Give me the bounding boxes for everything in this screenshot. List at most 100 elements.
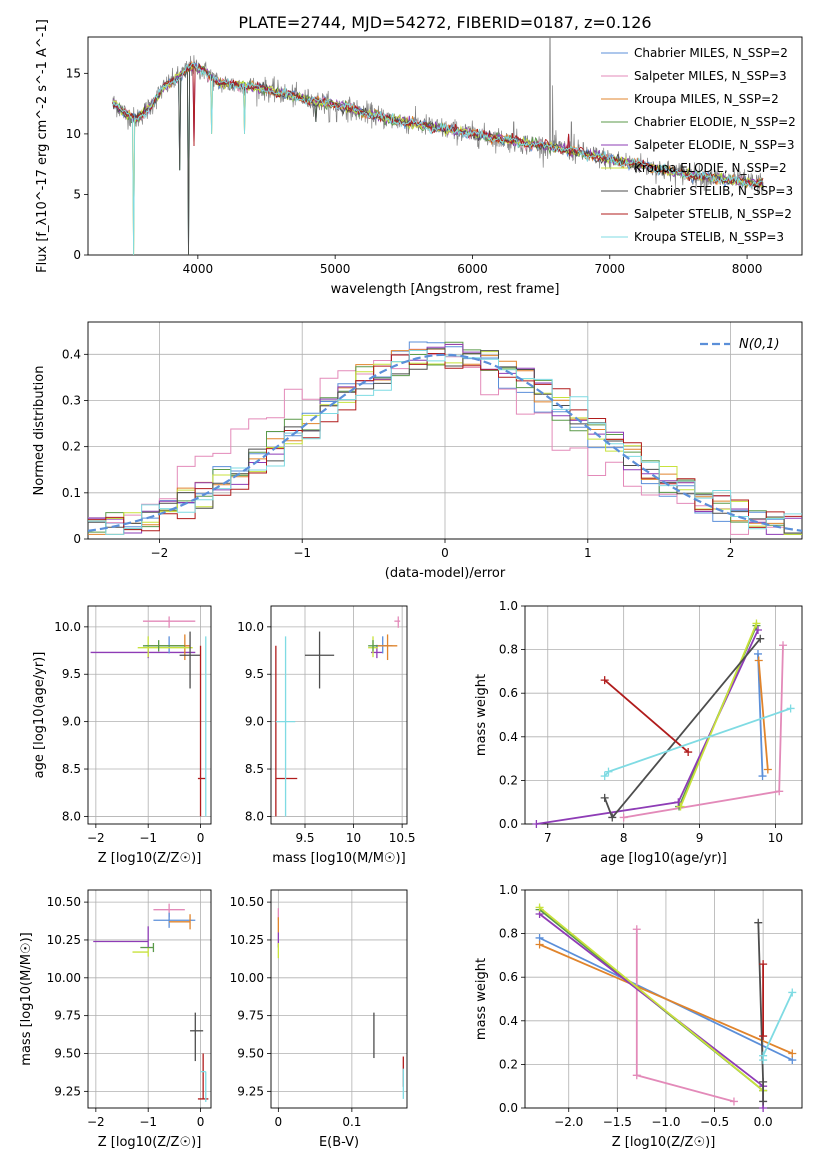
y-tick-label: 15	[66, 66, 81, 80]
y-axis-label: Normed distribution	[32, 366, 47, 496]
y-axis-label: age [log10(age/yr)]	[32, 652, 47, 779]
mass-Z-axes: −2 −1 0 9.25 9.50 9.75 10.00 10.25 10.50 Z [log10…	[19, 889, 212, 1150]
errorbar-salpeter-miles	[142, 616, 196, 628]
x-tick-label: 0	[441, 546, 449, 560]
figure-title: PLATE=2744, MJD=54272, FIBERID=0187, z=0…	[238, 13, 651, 32]
x-axis-label: E(B-V)	[319, 1135, 359, 1150]
x-tick-label: −1.5	[603, 1115, 632, 1129]
y-tick-label: 0.1	[62, 486, 81, 500]
x-tick-label: −2.0	[554, 1115, 583, 1129]
weight-point	[608, 813, 617, 822]
spectrum-legend: Chabrier MILES, N_SSP=2 Salpeter MILES, N…	[601, 46, 796, 244]
y-tick-label: 1.0	[499, 883, 518, 897]
legend-label: Chabrier STELIB, N_SSP=3	[634, 184, 793, 198]
spectrum-frame	[87, 36, 803, 256]
mass-ebv-frame	[270, 889, 408, 1109]
errorbar-chabrier-elodie	[142, 640, 185, 652]
normal-curve	[88, 353, 802, 532]
y-tick-label: 1.0	[499, 599, 518, 613]
x-tick-label: 1	[584, 546, 592, 560]
y-tick-label: 10.0	[54, 620, 81, 634]
hist-kroupa-stelib	[88, 350, 802, 535]
weight-point	[752, 619, 761, 628]
y-tick-label: 9.5	[245, 667, 264, 681]
legend-label: Kroupa STELIB, N_SSP=3	[634, 230, 784, 244]
y-tick-label: 0.4	[499, 1014, 518, 1028]
y-tick-label: 9.0	[62, 715, 81, 729]
model-line-chabrier-stelib	[112, 63, 764, 255]
weight-line-chabrier-stelib	[603, 638, 761, 820]
y-tick-label: 10.00	[230, 971, 264, 985]
weight-line-salpeter-stelib	[604, 679, 689, 753]
weight-line-kroupa-elodie	[539, 906, 764, 1092]
errorbar-kroupa-miles	[169, 914, 191, 930]
y-axis-label: Flux [f_λ10^-17 erg cm^-2 s^-1 A^-1]	[35, 19, 50, 273]
weight-point	[788, 988, 797, 997]
weight-point	[754, 918, 763, 927]
y-tick-label: 0.6	[499, 970, 518, 984]
errorbar-chabrier-stelib	[190, 1012, 204, 1062]
y-tick-label: 10.00	[47, 971, 81, 985]
weight-point	[619, 813, 628, 822]
errorbar-kroupa-elodie	[132, 947, 149, 957]
weight-point	[600, 676, 609, 685]
x-tick-label: 0	[197, 1115, 205, 1129]
y-tick-label: 0.4	[499, 730, 518, 744]
x-tick-label: 8	[620, 831, 628, 845]
legend-label: Salpeter ELODIE, N_SSP=3	[634, 138, 795, 152]
weight-point	[759, 1051, 768, 1060]
y-tick-label: 9.0	[245, 715, 264, 729]
x-tick-label: −2	[151, 546, 169, 560]
y-tick-label: 8.5	[245, 762, 264, 776]
x-tick-label: 10	[346, 831, 361, 845]
errorbar-salpeter-elodie	[93, 926, 149, 948]
x-tick-label: −1	[139, 831, 157, 845]
weight-point	[759, 1032, 768, 1041]
weight-line-kroupa-miles	[757, 660, 769, 770]
x-tick-label: 0	[197, 831, 205, 845]
errorbar-kroupa-stelib	[275, 636, 296, 817]
weight-point	[753, 625, 762, 634]
weight-point	[532, 820, 541, 828]
y-tick-label: 9.75	[237, 1009, 264, 1023]
weight-point	[674, 798, 683, 807]
mass-Z-frame	[87, 889, 212, 1109]
x-tick-label: 0	[275, 1115, 283, 1129]
errorbar-kroupa-elodie	[137, 636, 193, 658]
y-tick-label: 0	[73, 532, 81, 546]
errorbar-chabrier-miles	[373, 636, 393, 654]
y-tick-label: 8.5	[62, 762, 81, 776]
y-tick-label: 9.5	[62, 667, 81, 681]
weight-Z-axes: −2.0 −1.5 −1.0 −0.5 0.0 0.0 0.2 0.4 0.6 0.8 1.0 Z […	[474, 883, 803, 1150]
x-tick-label: 7000	[594, 262, 625, 276]
x-tick-label: 6000	[457, 262, 488, 276]
weight-point	[758, 772, 767, 781]
errorbar-salpeter-stelib	[197, 1053, 209, 1100]
y-tick-label: 0	[73, 248, 81, 262]
y-axis-label: mass [log10(M/M☉)]	[19, 932, 34, 1065]
weight-point	[632, 1071, 641, 1080]
weight-point	[763, 765, 772, 774]
y-tick-label: 0.8	[499, 643, 518, 657]
mass-ebv-axes: 0 0.1 9.25 9.50 9.75 10.00 10.25 10.50 E(B-V)	[230, 889, 408, 1150]
weight-Z-frame	[524, 889, 803, 1109]
y-tick-label: 0.2	[499, 773, 518, 787]
residuals-axes: −2 −1 0 1 2 0 0.1 0.2 0.3 0.4 (data-model)/error No…	[32, 321, 803, 581]
legend-label: Chabrier ELODIE, N_SSP=2	[634, 115, 796, 129]
errorbar-chabrier-stelib	[179, 631, 201, 689]
weight-point	[786, 704, 795, 713]
y-tick-label: 9.25	[237, 1084, 264, 1098]
weight-point	[788, 1049, 797, 1058]
age-Z-frame	[87, 605, 212, 825]
y-tick-label: 10	[66, 127, 81, 141]
x-tick-label: 5000	[320, 262, 351, 276]
y-tick-label: 10.50	[230, 895, 264, 909]
x-tick-label: 10	[768, 831, 783, 845]
y-tick-label: 10.50	[47, 895, 81, 909]
y-tick-label: 0.3	[62, 393, 81, 407]
weight-point	[600, 793, 609, 802]
weight-line-kroupa-elodie	[679, 623, 758, 807]
x-tick-label: 0.0	[754, 1115, 773, 1129]
x-axis-label: Z [log10(Z/Z☉)]	[98, 1135, 202, 1150]
residuals-frame	[87, 321, 803, 540]
